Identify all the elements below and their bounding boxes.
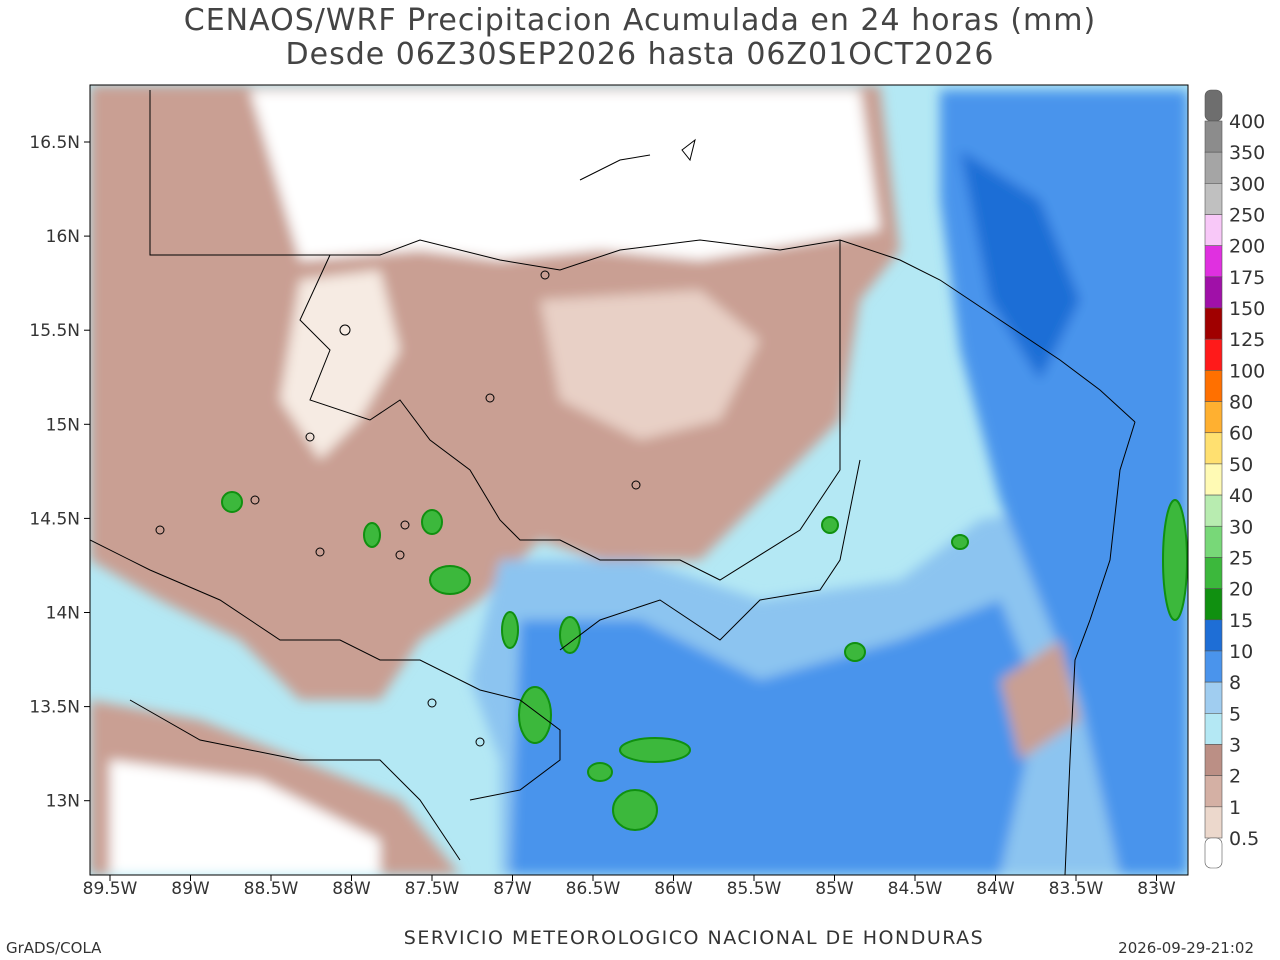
colorbar-label: 40 (1229, 485, 1253, 507)
colorbar-label: 250 (1229, 205, 1265, 227)
colorbar-swatch (1204, 338, 1223, 371)
lon-label: 88.5W (244, 879, 299, 899)
colorbar-label: 400 (1229, 111, 1265, 133)
colorbar-label: 8 (1229, 672, 1241, 694)
lat-label: 16.5N (29, 133, 80, 153)
colorbar-label: 15 (1229, 610, 1253, 632)
title-line: Desde 06Z30SEP2026 hasta 06Z01OCT2026 (286, 37, 995, 72)
colorbar-swatch (1204, 619, 1223, 652)
colorbar-swatch (1204, 214, 1223, 246)
lon-label: 83.5W (1049, 879, 1104, 899)
colorbar-label: 100 (1229, 360, 1265, 382)
lon-label: 86W (654, 879, 693, 899)
colorbar-label: 25 (1229, 547, 1253, 569)
colorbar-label: 3 (1229, 734, 1241, 756)
credit: GrADS/COLA (6, 939, 102, 957)
lon-label: 83W (1137, 879, 1176, 899)
colorbar-label: 20 (1229, 579, 1253, 601)
lon-label: 86.5W (566, 879, 621, 899)
lon-label: 89.5W (83, 879, 138, 899)
map-frame (89, 84, 1189, 876)
colorbar-swatch (1204, 525, 1223, 558)
colorbar-swatch (1204, 775, 1223, 808)
lat-label: 14.5N (29, 509, 80, 529)
colorbar-label: 2 (1229, 766, 1241, 788)
timestamp: 2026-09-29-21:02 (1118, 939, 1254, 957)
colorbar-swatch (1204, 183, 1223, 215)
lat-label: 14N (46, 604, 80, 624)
precipitation-field (90, 85, 1188, 875)
colorbar-swatch (1204, 307, 1223, 340)
lat-label: 13N (46, 792, 80, 812)
colorbar-label: 10 (1229, 641, 1253, 663)
colorbar-label: 1 (1229, 797, 1241, 819)
lon-label: 85W (815, 879, 854, 899)
colorbar-swatch (1204, 401, 1223, 434)
colorbar-swatch (1204, 89, 1223, 122)
lat-label: 16N (46, 227, 80, 247)
colorbar-swatch (1204, 588, 1223, 621)
colorbar-label: 350 (1229, 142, 1265, 164)
colorbar-label: 125 (1229, 329, 1265, 351)
colorbar-label: 60 (1229, 423, 1253, 445)
colorbar-swatch (1204, 837, 1223, 869)
footer-title: SERVICIO METEOROLOGICO NACIONAL DE HONDU… (404, 927, 984, 949)
lat-label: 13.5N (29, 698, 80, 718)
lon-label: 84.5W (888, 879, 943, 899)
colorbar-label: 50 (1229, 454, 1253, 476)
colorbar-swatch (1204, 463, 1223, 496)
colorbar-swatch (1204, 650, 1223, 683)
lat-label: 15N (46, 415, 80, 435)
colorbar-swatch (1204, 432, 1223, 465)
colorbar-label: 175 (1229, 267, 1265, 289)
colorbar-label: 30 (1229, 516, 1253, 538)
colorbar-swatch (1204, 557, 1223, 589)
colorbar-swatch (1204, 494, 1223, 527)
lon-label: 87.5W (405, 879, 460, 899)
lon-label: 87W (493, 879, 532, 899)
colorbar-swatch (1204, 276, 1223, 309)
colorbar-swatch (1204, 120, 1223, 153)
colorbar-label: 200 (1229, 236, 1265, 258)
colorbar-swatch (1204, 370, 1223, 402)
colorbar-swatch (1204, 245, 1223, 278)
lon-label: 84W (976, 879, 1015, 899)
colorbar-swatch (1204, 744, 1223, 776)
colorbar-swatch (1204, 713, 1223, 745)
colorbar-swatch (1204, 151, 1223, 184)
lon-label: 89W (171, 879, 210, 899)
lon-label: 88W (332, 879, 371, 899)
colorbar-swatch (1204, 681, 1223, 714)
lat-label: 15.5N (29, 321, 80, 341)
colorbar-swatch (1204, 806, 1223, 839)
colorbar-label: 80 (1229, 392, 1253, 414)
colorbar-label: 150 (1229, 298, 1265, 320)
colorbar-label: 0.5 (1229, 828, 1259, 850)
title-line: CENAOS/WRF Precipitacion Acumulada en 24… (184, 3, 1096, 38)
lon-label: 85.5W (727, 879, 782, 899)
colorbar-label: 300 (1229, 173, 1265, 195)
colorbar-label: 5 (1229, 703, 1241, 725)
